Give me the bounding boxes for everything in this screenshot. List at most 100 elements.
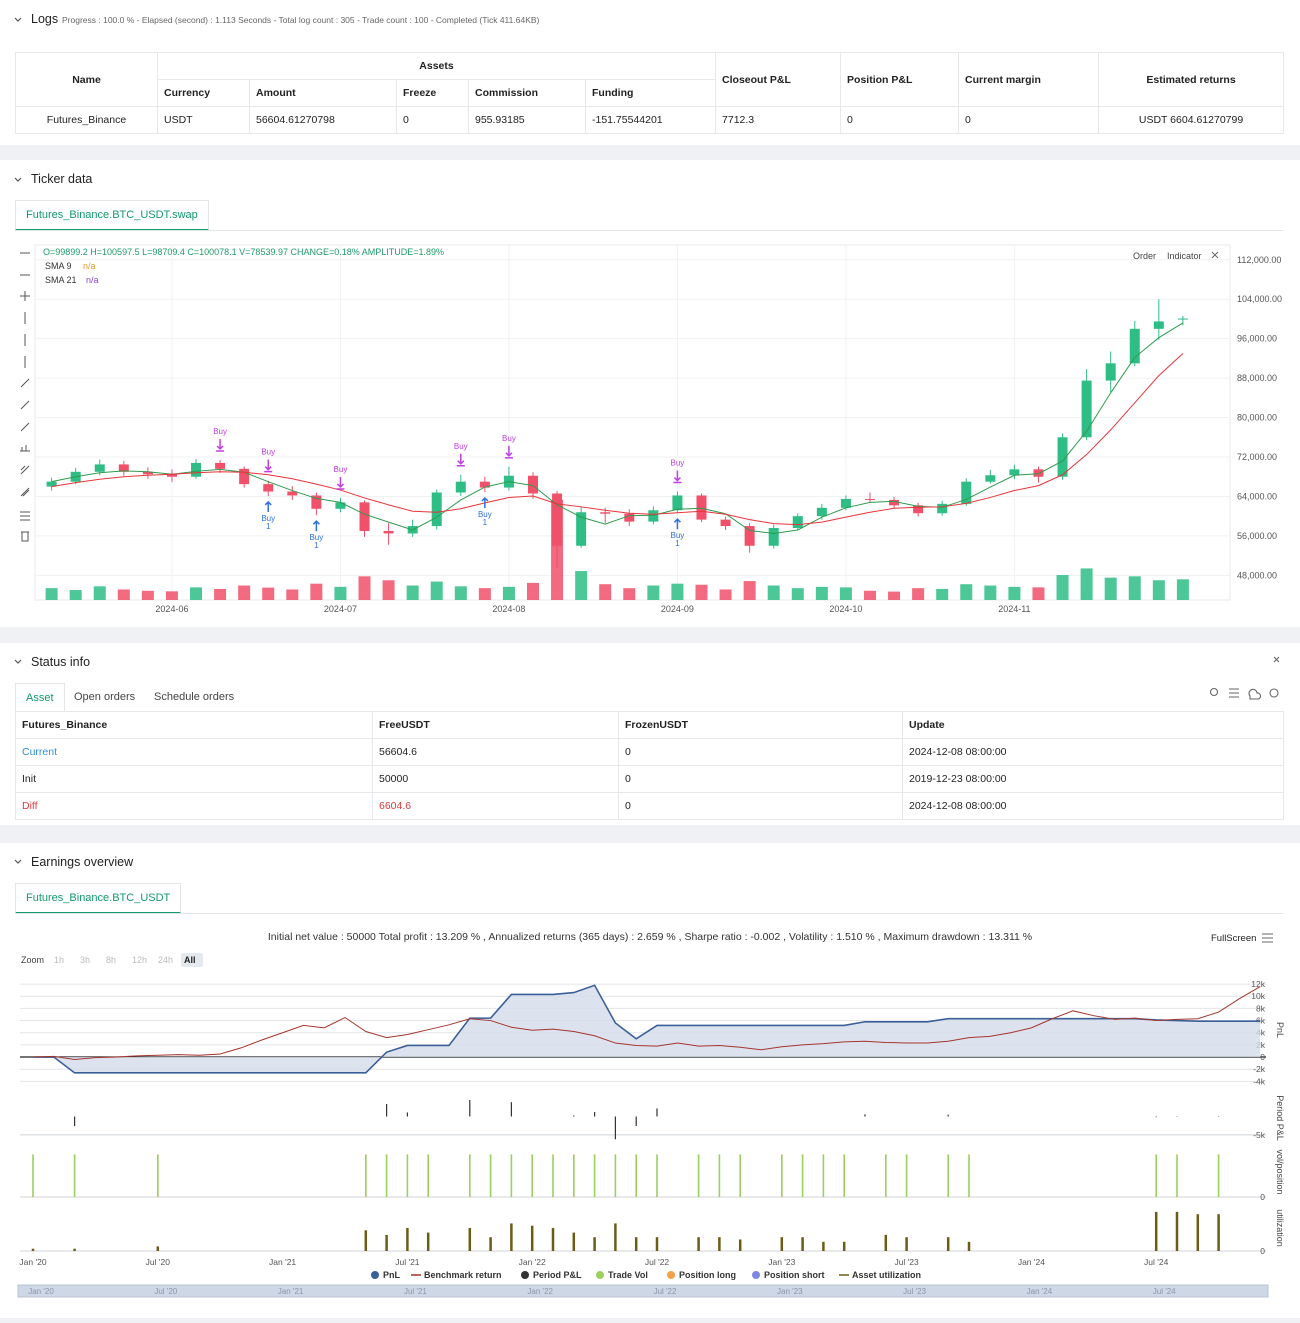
bar — [426, 1232, 430, 1251]
cell: 0 — [840, 106, 960, 134]
divider — [15, 230, 1283, 231]
candle-body — [552, 493, 563, 546]
status-section: Status info Asset Open orders Schedule o… — [0, 643, 1300, 825]
bar — [1176, 1154, 1178, 1197]
tool-icon[interactable] — [20, 422, 30, 432]
volume-bar — [1104, 577, 1117, 600]
tab[interactable]: Asset — [15, 683, 65, 714]
bar — [655, 1237, 659, 1251]
candle-body — [600, 512, 611, 514]
axis-title: Period P&L — [1275, 1095, 1285, 1141]
x-tick-label: Jul '21 — [395, 1257, 420, 1267]
sma-line — [51, 353, 1184, 526]
chevron[interactable] — [14, 17, 22, 22]
tool-icon[interactable] — [20, 291, 30, 301]
summary: Initial net value : 50000 Total profit :… — [267, 931, 1033, 943]
list-icon[interactable] — [1229, 688, 1239, 698]
candle-body — [840, 498, 851, 508]
legend-label[interactable]: Asset utilization — [852, 1270, 921, 1280]
bar — [1154, 1211, 1158, 1251]
marker-arrow — [336, 476, 345, 490]
bar — [32, 1154, 34, 1197]
volume-bar — [286, 589, 299, 600]
zoom-button[interactable]: 1h — [54, 955, 64, 965]
chevron[interactable] — [14, 659, 22, 664]
zoom-button[interactable]: All — [184, 955, 196, 965]
settings-icon[interactable] — [1269, 688, 1279, 698]
y-tick-label: 104,000.00 — [1237, 294, 1282, 304]
bar — [593, 1237, 596, 1251]
status-table: Futures_Binance FreeUSDT FrozenUSDT Update … — [15, 711, 1284, 820]
volume-bar — [960, 584, 973, 600]
marker-arrow — [456, 453, 465, 467]
tool-icon[interactable] — [20, 378, 30, 388]
legend-symbol — [521, 1271, 529, 1279]
legend-label: SMA 9 — [45, 261, 72, 271]
tool-icon[interactable] — [20, 465, 30, 475]
bar — [885, 1154, 887, 1197]
legend-label[interactable]: Period P&L — [533, 1270, 582, 1280]
marker-label: Buy — [261, 448, 275, 457]
legend-label[interactable]: PnL — [383, 1270, 401, 1280]
chevron[interactable] — [14, 177, 22, 182]
bar — [967, 1241, 971, 1251]
volume-bar — [1152, 580, 1165, 600]
marker-amount: 1 — [266, 522, 271, 531]
bar — [552, 1154, 554, 1197]
tab[interactable]: Open orders — [74, 691, 136, 703]
tool-icon[interactable] — [20, 400, 30, 410]
bar — [406, 1228, 409, 1251]
tool-icon[interactable] — [20, 511, 30, 521]
y-tick-label: 4k — [1256, 1028, 1266, 1038]
legend-symbol — [752, 1271, 760, 1279]
zoom-button[interactable]: 24h — [158, 955, 173, 965]
legend-label[interactable]: Position short — [764, 1270, 825, 1280]
bar — [656, 1154, 658, 1197]
search-icon[interactable] — [1209, 687, 1219, 697]
zoom-button-bg[interactable] — [181, 953, 203, 967]
chevron[interactable] — [14, 859, 22, 864]
tool-icon[interactable] — [21, 531, 29, 542]
candle-body — [142, 471, 153, 475]
legend-label[interactable]: Trade Vol — [608, 1270, 648, 1280]
zoom-button[interactable]: 3h — [80, 955, 90, 965]
x-tick-label: 2024-07 — [324, 604, 357, 614]
section-title[interactable]: Ticker data — [31, 172, 93, 186]
benchmark-line — [32, 986, 1261, 1060]
section-title[interactable]: Logs — [31, 12, 59, 26]
zoom-button[interactable]: 8h — [106, 955, 116, 965]
volume-bar — [599, 584, 612, 600]
cloud-icon[interactable] — [1248, 688, 1262, 700]
candle-body — [576, 512, 587, 546]
tool-icon[interactable] — [20, 445, 30, 452]
logs-table: Name Assets Closeout P&L Position P&L Curren… — [15, 52, 1285, 134]
legend-label[interactable]: Position long — [679, 1270, 736, 1280]
fullscreen-icon[interactable] — [1211, 251, 1219, 259]
section-title[interactable]: Earnings overview — [31, 855, 134, 869]
y-tick-label: 0 — [1260, 1192, 1265, 1202]
header-cell: Estimated returns — [1098, 52, 1285, 107]
bar — [739, 1154, 741, 1197]
navigator[interactable] — [17, 1284, 1269, 1298]
volume-bar — [936, 588, 949, 600]
menu-icon[interactable] — [1262, 933, 1273, 943]
y-tick-label: 8k — [1256, 1003, 1266, 1013]
chart-button[interactable]: Indicator — [1167, 251, 1202, 261]
marker-arrow — [504, 445, 513, 459]
bar — [427, 1154, 429, 1197]
cell: 0 — [618, 792, 903, 820]
volume-bar — [575, 571, 588, 600]
tab[interactable]: Schedule orders — [154, 691, 235, 703]
marker-amount: 1 — [675, 539, 680, 548]
section-title[interactable]: Status info — [31, 655, 91, 669]
chart-button[interactable]: Order — [1133, 251, 1156, 261]
legend-label[interactable]: Benchmark return — [424, 1270, 502, 1280]
fullscreen-button[interactable]: FullScreen — [1211, 933, 1257, 944]
tool-icon[interactable] — [20, 487, 30, 497]
expand-icon[interactable] — [1273, 656, 1280, 663]
y-tick-label: 6k — [1256, 1016, 1266, 1026]
earnings-section: Earnings overview Futures_Binance.BTC_US… — [0, 843, 1300, 1318]
zoom-button[interactable]: 12h — [132, 955, 147, 965]
bar — [573, 1154, 575, 1197]
candle-body — [720, 519, 731, 527]
